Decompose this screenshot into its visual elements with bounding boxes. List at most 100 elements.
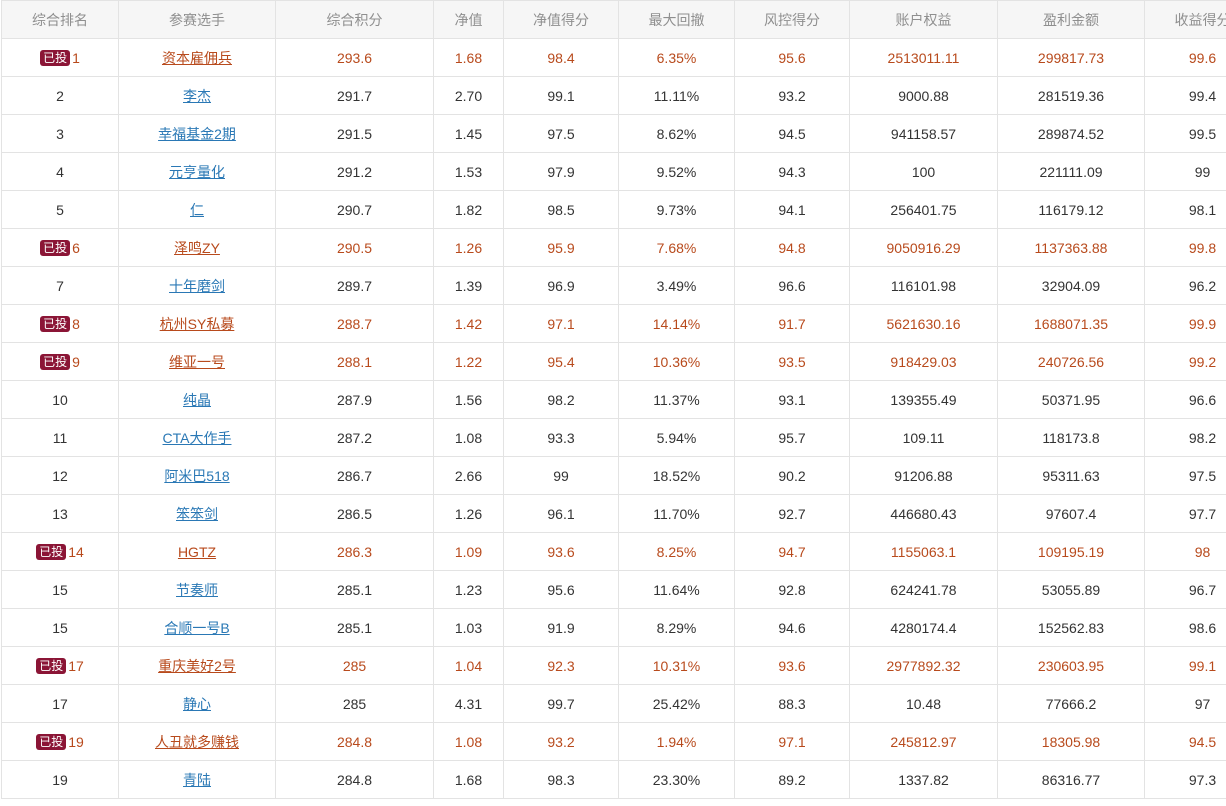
player-link[interactable]: 仁 [190, 201, 204, 218]
risk-score-cell: 90.2 [734, 456, 850, 495]
player-cell: HGTZ [118, 532, 276, 571]
score-cell: 285.1 [275, 608, 434, 647]
max-drawdown-cell: 7.68% [618, 228, 735, 267]
player-link[interactable]: 十年磨剑 [169, 277, 225, 294]
player-link[interactable]: 青陆 [183, 771, 211, 788]
equity-cell: 2513011.11 [849, 38, 998, 77]
rank-cell: 已投 14 [1, 532, 119, 571]
col-header-max-drawdown[interactable]: 最大回撤 [618, 0, 735, 39]
rank-value: 8 [72, 315, 80, 332]
player-link[interactable]: 纯晶 [183, 391, 211, 408]
player-link[interactable]: 阿米巴518 [164, 467, 230, 484]
col-header-return-score[interactable]: 收益得分 [1144, 0, 1226, 39]
player-link[interactable]: 笨笨剑 [176, 505, 218, 522]
score-cell: 290.5 [275, 228, 434, 267]
rank-cell: 已投 1 [1, 38, 119, 77]
return-score-cell: 97.5 [1144, 456, 1226, 495]
rank-value: 1 [72, 49, 80, 66]
equity-cell: 9050916.29 [849, 228, 998, 267]
player-link[interactable]: 人丑就多赚钱 [155, 733, 239, 750]
profit-cell: 230603.95 [997, 646, 1145, 685]
col-header-score[interactable]: 综合积分 [275, 0, 434, 39]
score-cell: 291.5 [275, 114, 434, 153]
equity-cell: 624241.78 [849, 570, 998, 609]
return-score-cell: 99.8 [1144, 228, 1226, 267]
player-link[interactable]: 节奏师 [176, 581, 218, 598]
nav-cell: 1.39 [433, 266, 504, 305]
col-header-risk-score[interactable]: 风控得分 [734, 0, 850, 39]
risk-score-cell: 95.6 [734, 38, 850, 77]
table-row: 11 CTA大作手 287.2 1.08 93.3 5.94% 95.7 109.11 1181… [1, 418, 1226, 457]
profit-cell: 281519.36 [997, 76, 1145, 115]
player-link[interactable]: 杭州SY私募 [159, 315, 235, 332]
player-link[interactable]: HGTZ [177, 543, 217, 560]
score-cell: 291.2 [275, 152, 434, 191]
risk-score-cell: 97.1 [734, 722, 850, 761]
player-link[interactable]: 重庆美好2号 [158, 657, 236, 674]
return-score-cell: 97.7 [1144, 494, 1226, 533]
rank-value: 11 [52, 429, 68, 446]
nav-cell: 2.70 [433, 76, 504, 115]
player-link[interactable]: 元亨量化 [169, 163, 225, 180]
col-header-nav[interactable]: 净值 [433, 0, 504, 39]
rank-value: 6 [72, 239, 80, 256]
nav-score-cell: 97.9 [503, 152, 619, 191]
profit-cell: 18305.98 [997, 722, 1145, 761]
col-header-rank[interactable]: 综合排名 [1, 0, 119, 39]
nav-cell: 1.45 [433, 114, 504, 153]
max-drawdown-cell: 23.30% [618, 760, 735, 799]
player-link[interactable]: 泽鸣ZY [174, 239, 220, 256]
col-header-profit[interactable]: 盈利金额 [997, 0, 1145, 39]
profit-cell: 116179.12 [997, 190, 1145, 229]
profit-cell: 289874.52 [997, 114, 1145, 153]
score-cell: 291.7 [275, 76, 434, 115]
invested-badge: 已投 [36, 733, 67, 750]
table-row: 已投 17 重庆美好2号 285 1.04 92.3 10.31% 93.6 2977892.3… [1, 646, 1226, 685]
player-cell: 合顺一号B [118, 608, 276, 647]
equity-cell: 941158.57 [849, 114, 998, 153]
player-link[interactable]: 资本雇佣兵 [162, 49, 232, 66]
player-link[interactable]: 李杰 [183, 87, 211, 104]
player-link[interactable]: CTA大作手 [162, 429, 232, 446]
return-score-cell: 99.9 [1144, 304, 1226, 343]
player-link[interactable]: 维亚一号 [169, 353, 225, 370]
nav-cell: 1.22 [433, 342, 504, 381]
return-score-cell: 96.7 [1144, 570, 1226, 609]
nav-cell: 1.04 [433, 646, 504, 685]
rank-cell: 15 [1, 570, 119, 609]
player-link[interactable]: 静心 [183, 695, 211, 712]
col-header-player[interactable]: 参赛选手 [118, 0, 276, 39]
nav-score-cell: 97.5 [503, 114, 619, 153]
player-link[interactable]: 幸福基金2期 [158, 125, 236, 142]
table-row: 4 元亨量化 291.2 1.53 97.9 9.52% 94.3 100 221111.09 9… [1, 152, 1226, 191]
rank-cell: 17 [1, 684, 119, 723]
table-row: 2 李杰 291.7 2.70 99.1 11.11% 93.2 9000.88 281519.… [1, 76, 1226, 115]
player-link[interactable]: 合顺一号B [164, 619, 230, 636]
profit-cell: 152562.83 [997, 608, 1145, 647]
max-drawdown-cell: 8.25% [618, 532, 735, 571]
rank-value: 4 [56, 163, 64, 180]
table-row: 3 幸福基金2期 291.5 1.45 97.5 8.62% 94.5 941158.57 28… [1, 114, 1226, 153]
max-drawdown-cell: 14.14% [618, 304, 735, 343]
profit-cell: 77666.2 [997, 684, 1145, 723]
max-drawdown-cell: 9.52% [618, 152, 735, 191]
nav-cell: 1.08 [433, 418, 504, 457]
rank-value: 15 [52, 581, 68, 598]
return-score-cell: 99.2 [1144, 342, 1226, 381]
risk-score-cell: 89.2 [734, 760, 850, 799]
col-header-equity[interactable]: 账户权益 [849, 0, 998, 39]
rank-value: 9 [72, 353, 80, 370]
score-cell: 285 [275, 646, 434, 685]
player-cell: 笨笨剑 [118, 494, 276, 533]
nav-score-cell: 96.1 [503, 494, 619, 533]
risk-score-cell: 88.3 [734, 684, 850, 723]
col-header-nav-score[interactable]: 净值得分 [503, 0, 619, 39]
rank-cell: 已投 17 [1, 646, 119, 685]
rank-cell: 10 [1, 380, 119, 419]
max-drawdown-cell: 1.94% [618, 722, 735, 761]
rank-value: 12 [52, 467, 68, 484]
rank-value: 3 [56, 125, 64, 142]
table-row: 已投 14 HGTZ 286.3 1.09 93.6 8.25% 94.7 1155063.1 1… [1, 532, 1226, 571]
nav-cell: 1.09 [433, 532, 504, 571]
nav-cell: 1.56 [433, 380, 504, 419]
